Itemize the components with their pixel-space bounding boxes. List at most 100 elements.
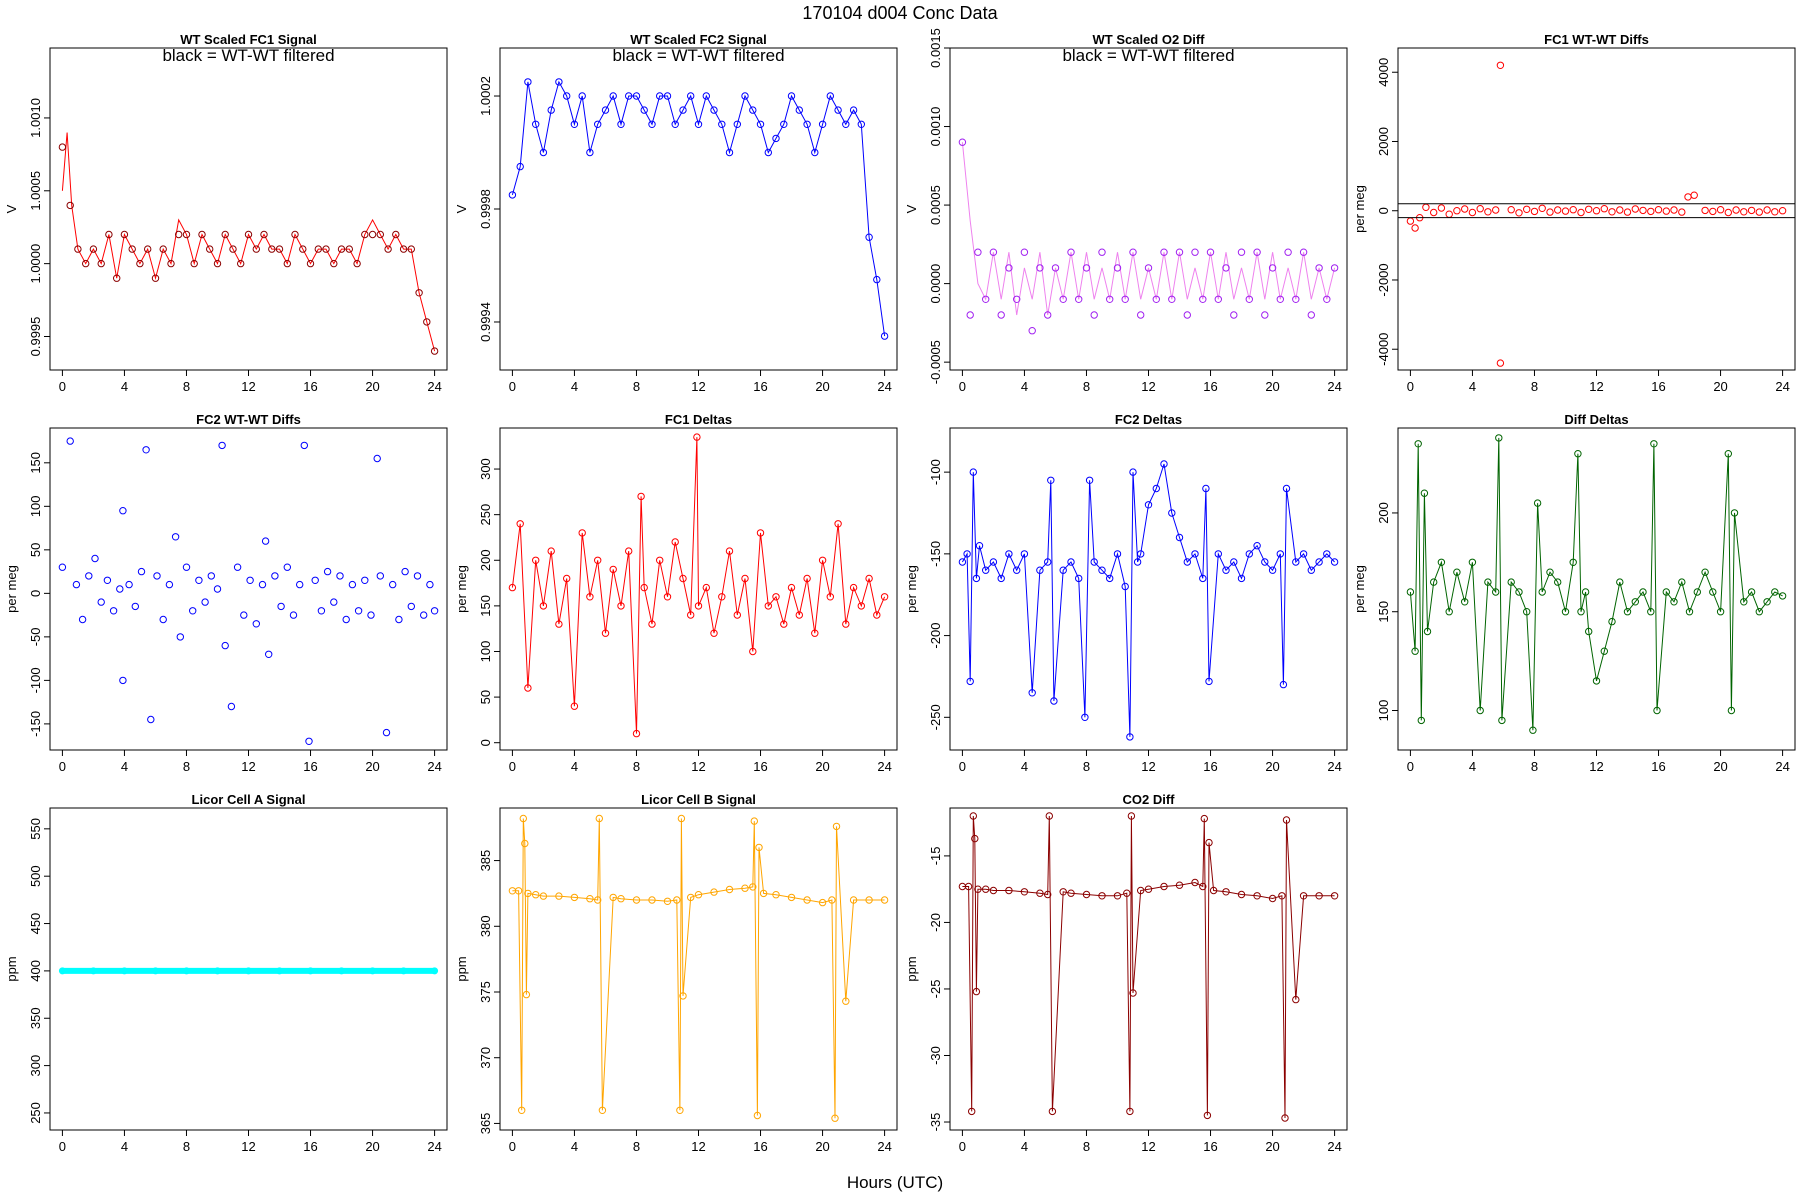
x-tick-label: 4 [1021, 759, 1028, 774]
data-point [764, 148, 772, 157]
data-point [753, 1111, 762, 1120]
data-point [368, 230, 377, 239]
data-point [1168, 509, 1176, 517]
y-tick-label: 4000 [1376, 58, 1391, 87]
data-point [1678, 578, 1686, 586]
data-point [176, 633, 185, 641]
data-point [598, 1106, 607, 1115]
data-point [640, 106, 648, 114]
data-point [1005, 886, 1013, 895]
y-axis-label: per meg [1352, 185, 1367, 233]
data-point [1199, 295, 1207, 303]
data-point [1137, 550, 1145, 558]
data-point [345, 245, 353, 253]
data-point [1020, 888, 1029, 896]
panel-title: WT Scaled O2 Diff [1093, 32, 1206, 47]
data-point [1282, 484, 1291, 493]
data-point [1639, 588, 1647, 596]
x-tick-label: 4 [1469, 759, 1476, 774]
data-point [159, 245, 167, 253]
data-point [322, 245, 330, 253]
data-point [190, 259, 198, 268]
data-point [415, 289, 423, 297]
data-point [663, 92, 672, 100]
data-point [246, 576, 254, 584]
data-point [1168, 295, 1176, 303]
data-point [1245, 550, 1254, 558]
x-tick-label: 8 [183, 379, 190, 394]
data-point [671, 538, 679, 546]
x-tick-label: 0 [59, 759, 66, 774]
x-tick-label: 20 [815, 759, 829, 774]
data-point [1191, 878, 1199, 887]
data-point [136, 259, 144, 268]
data-point [594, 556, 602, 564]
data-point [1585, 205, 1593, 214]
x-tick-label: 20 [1713, 379, 1727, 394]
data-point [1523, 608, 1531, 616]
x-tick-label: 4 [1021, 379, 1028, 394]
data-point [1129, 468, 1137, 476]
x-tick-label: 4 [1469, 379, 1476, 394]
x-tick-label: 4 [571, 379, 578, 394]
y-tick-label: 500 [28, 865, 43, 887]
x-tick-label: 16 [1203, 1139, 1217, 1154]
data-point [1191, 550, 1199, 558]
data-point [1113, 264, 1122, 272]
data-point [1082, 890, 1091, 899]
data-point [336, 572, 344, 580]
data-point [291, 230, 299, 239]
data-point [1307, 311, 1316, 319]
y-tick-label: 0.0000 [928, 264, 943, 304]
data-point [1730, 509, 1739, 517]
x-tick-label: 12 [691, 1139, 705, 1154]
x-tick-label: 20 [365, 379, 379, 394]
y-tick-label: 0.9995 [28, 317, 43, 357]
data-point [175, 230, 183, 239]
data-point [131, 602, 140, 611]
data-point [1230, 558, 1238, 566]
y-tick-label: 380 [478, 915, 493, 937]
data-point [759, 889, 768, 898]
data-point [1005, 550, 1013, 558]
y-tick-label: 0.0005 [928, 185, 943, 225]
data-point [1654, 206, 1663, 214]
data-point [1662, 588, 1671, 596]
data-point [609, 893, 617, 902]
series-line [511, 80, 886, 337]
series-line [512, 818, 885, 1119]
y-tick-label: -20 [928, 913, 943, 932]
panel-title: Diff Deltas [1564, 412, 1628, 427]
data-point [694, 120, 703, 129]
data-point [1028, 327, 1036, 335]
data-point [1461, 205, 1469, 213]
data-point [261, 537, 270, 545]
data-point [58, 563, 67, 571]
data-point [617, 120, 625, 129]
data-point [1278, 892, 1286, 900]
data-point [803, 574, 811, 583]
x-tick-label: 8 [633, 379, 640, 394]
y-tick-label: -200 [928, 623, 943, 649]
data-point [787, 92, 796, 100]
data-point [795, 611, 803, 619]
x-tick-label: 16 [1203, 379, 1217, 394]
data-point [1299, 892, 1308, 900]
x-tick-label: 16 [1651, 759, 1665, 774]
data-point [1020, 550, 1029, 558]
data-point [1199, 882, 1207, 891]
data-point [1523, 205, 1531, 214]
data-point [640, 583, 648, 592]
data-point [119, 676, 127, 685]
data-point [97, 598, 105, 606]
data-point [1647, 608, 1655, 616]
data-point [966, 677, 974, 686]
data-point [671, 120, 679, 129]
data-point [229, 245, 237, 253]
data-point [632, 92, 641, 100]
data-point [570, 893, 579, 902]
data-point [1685, 608, 1694, 616]
data-point [586, 895, 594, 903]
data-point [207, 572, 216, 580]
data-point [673, 896, 681, 904]
